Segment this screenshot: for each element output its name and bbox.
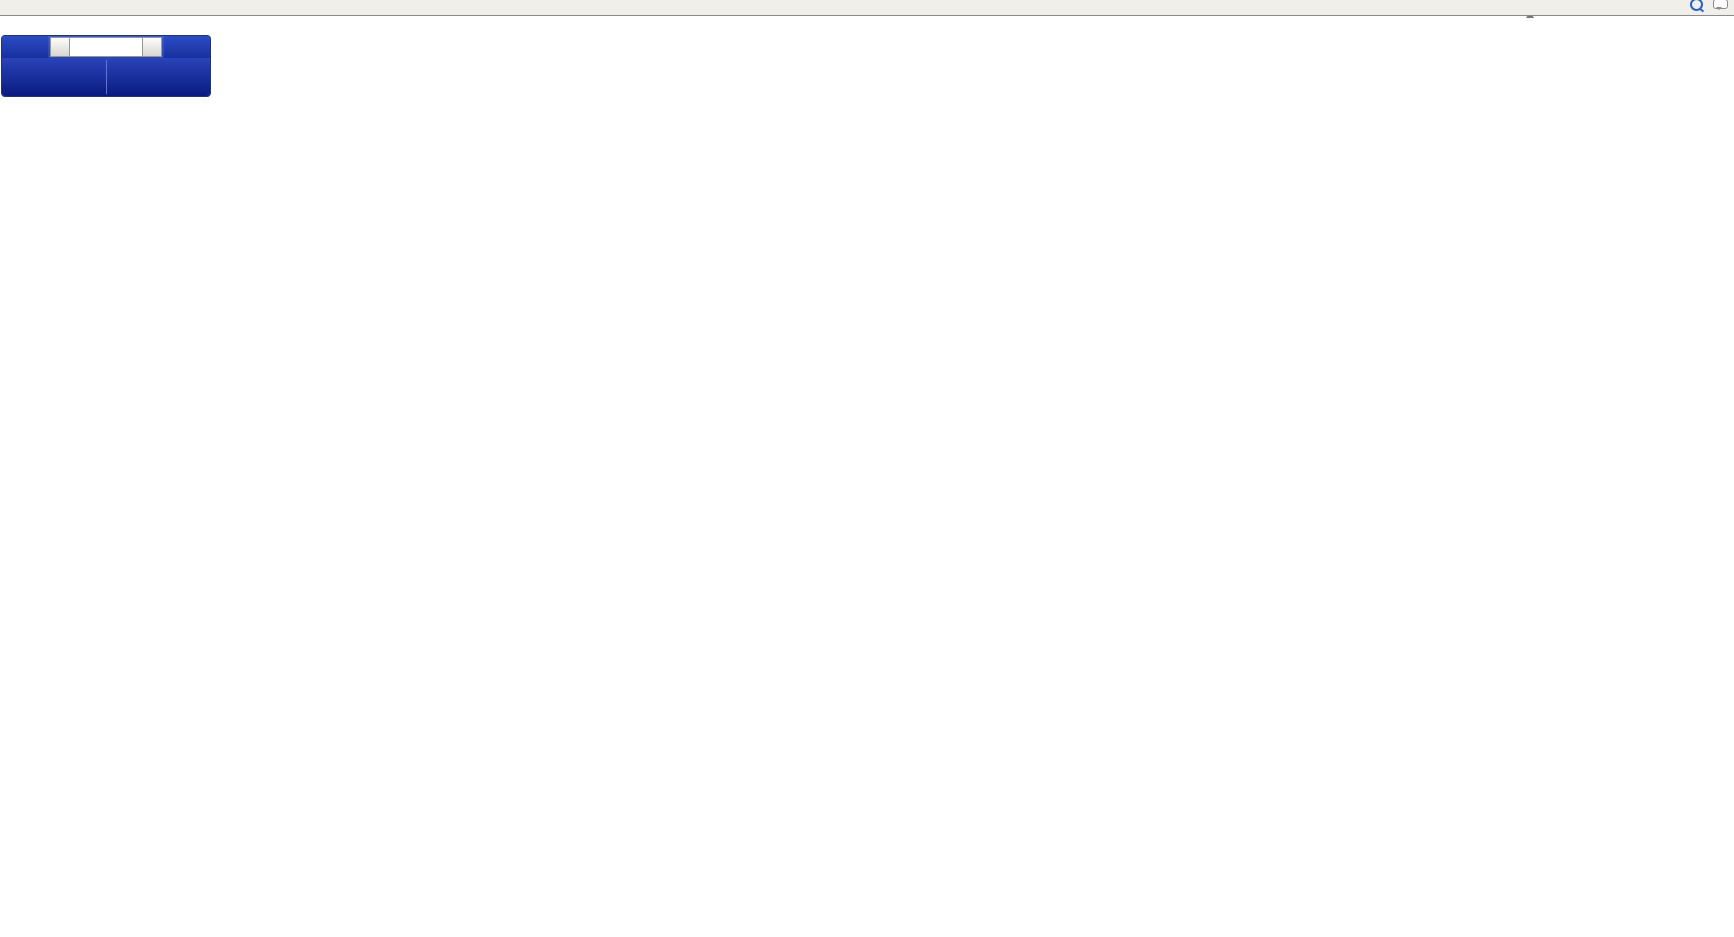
sell-price[interactable] [2,58,106,96]
volume-increase-button[interactable] [142,37,162,57]
sell-button[interactable] [2,36,48,58]
volume-decrease-button[interactable] [50,37,70,57]
volume-input[interactable] [70,37,142,57]
chart-title [6,19,16,33]
price-axis[interactable] [1525,0,1734,937]
buy-price[interactable] [107,58,211,96]
toolbar-items [0,0,1734,15]
buy-button[interactable] [164,36,210,58]
top-toolbar [0,0,1734,16]
chat-icon[interactable] [1713,0,1728,10]
one-click-trading-panel [2,36,210,96]
time-axis[interactable] [0,920,1734,937]
search-icon[interactable] [1690,0,1703,11]
